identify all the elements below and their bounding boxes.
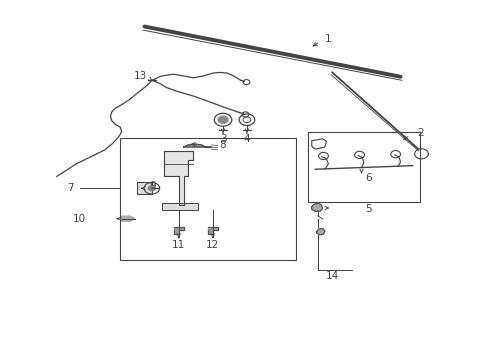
Polygon shape xyxy=(183,144,211,148)
Polygon shape xyxy=(311,203,322,211)
Text: 1: 1 xyxy=(325,34,331,44)
Bar xyxy=(161,203,198,211)
Circle shape xyxy=(218,116,227,123)
Text: 6: 6 xyxy=(365,173,371,183)
Polygon shape xyxy=(163,151,193,205)
Bar xyxy=(120,138,295,260)
Text: 4: 4 xyxy=(243,134,250,144)
Polygon shape xyxy=(207,226,217,234)
Circle shape xyxy=(148,186,155,191)
Text: 13: 13 xyxy=(134,71,147,81)
Text: 9: 9 xyxy=(149,181,156,191)
Text: 3: 3 xyxy=(219,134,226,144)
FancyArrow shape xyxy=(122,216,135,222)
Text: 10: 10 xyxy=(73,214,86,224)
Text: 7: 7 xyxy=(67,183,74,193)
Bar xyxy=(307,132,419,202)
Polygon shape xyxy=(316,228,325,235)
Bar xyxy=(137,182,152,194)
Text: 2: 2 xyxy=(417,129,424,138)
Text: 8: 8 xyxy=(219,140,226,150)
Polygon shape xyxy=(173,226,183,234)
Text: 5: 5 xyxy=(365,204,371,214)
Text: 14: 14 xyxy=(325,271,338,281)
Text: 11: 11 xyxy=(172,239,185,249)
Text: 12: 12 xyxy=(206,239,219,249)
